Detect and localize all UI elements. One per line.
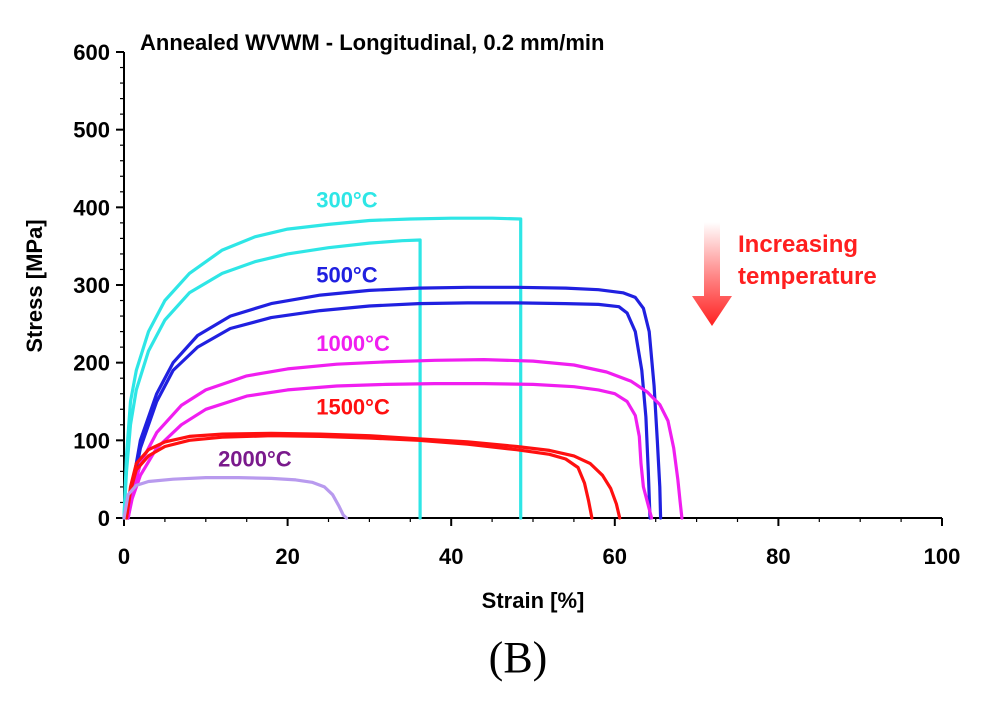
x-axis-label: Strain [%] bbox=[482, 588, 585, 613]
series-line-8 bbox=[124, 434, 594, 520]
series-line-7 bbox=[124, 431, 622, 520]
x-tick-label: 40 bbox=[439, 544, 463, 569]
y-tick-label: 500 bbox=[73, 118, 110, 143]
series-line-2 bbox=[122, 238, 422, 520]
series-line-3 bbox=[126, 285, 663, 520]
y-tick-label: 200 bbox=[73, 351, 110, 376]
axis-tick-labels: 0 100 200 300 400 500 600 0 20 40 60 80 100 bbox=[73, 40, 960, 569]
plot-area: 0 100 200 300 400 500 600 0 20 40 60 80 100 300°C 500… bbox=[73, 40, 960, 569]
chart-title: Annealed WVWM - Longitudinal, 0.2 mm/min bbox=[140, 30, 604, 55]
series-label-1: 300°C bbox=[316, 187, 378, 212]
series-label-5: 2000°C bbox=[218, 447, 292, 472]
x-tick-label: 80 bbox=[766, 544, 790, 569]
y-axis-label: Stress [MPa] bbox=[22, 219, 47, 352]
series-label-2: 500°C bbox=[316, 263, 378, 288]
series-line-9 bbox=[122, 476, 349, 520]
y-tick-label: 300 bbox=[73, 273, 110, 298]
x-tick-label: 100 bbox=[924, 544, 961, 569]
series-line-1 bbox=[122, 216, 523, 520]
down-arrow-icon bbox=[692, 222, 732, 326]
y-tick-label: 400 bbox=[73, 195, 110, 220]
x-tick-label: 0 bbox=[118, 544, 130, 569]
annotation-line-2: temperature bbox=[738, 263, 877, 290]
annotation-line-1: Increasing bbox=[738, 231, 858, 258]
y-tick-label: 600 bbox=[73, 40, 110, 65]
series-line-5 bbox=[126, 358, 684, 520]
increasing-temperature-annotation: Increasing temperature bbox=[692, 222, 877, 326]
y-tick-label: 100 bbox=[73, 428, 110, 453]
axis-ticks bbox=[116, 51, 943, 526]
series-label-4: 1500°C bbox=[316, 395, 390, 420]
series-labels: 300°C 500°C 1000°C 1500°C 2000°C bbox=[218, 187, 390, 471]
series-lines bbox=[122, 216, 684, 520]
x-tick-label: 60 bbox=[603, 544, 627, 569]
y-tick-label: 0 bbox=[98, 506, 110, 531]
series-label-3: 1000°C bbox=[316, 331, 390, 356]
series-line-4 bbox=[126, 301, 652, 520]
x-tick-label: 20 bbox=[275, 544, 299, 569]
series-line-6 bbox=[126, 382, 654, 520]
panel-label: (B) bbox=[489, 633, 548, 682]
